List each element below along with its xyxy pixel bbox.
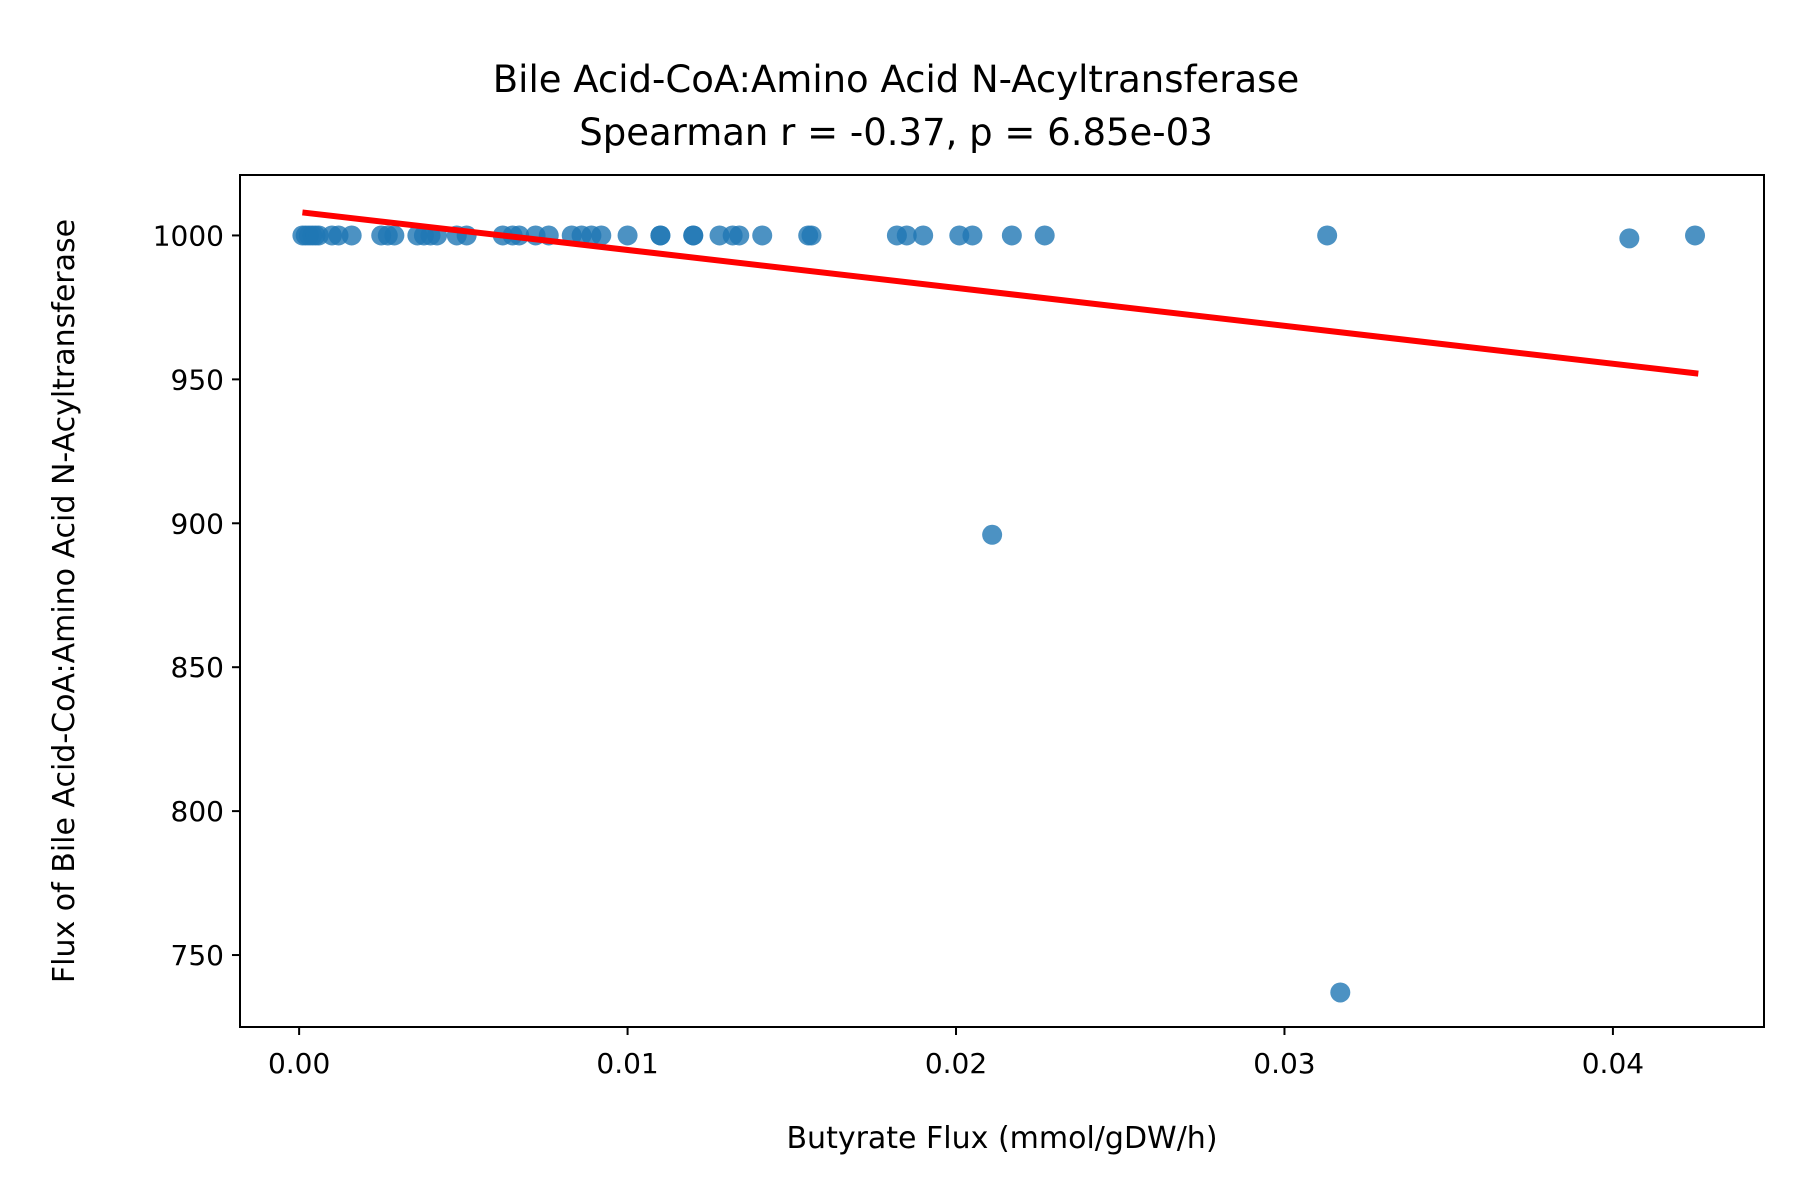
y-tick-label: 850 [171, 651, 224, 684]
data-point [982, 524, 1003, 545]
data-point [591, 225, 612, 246]
data-point [1619, 228, 1640, 249]
x-tick-label: 0.04 [1582, 1047, 1644, 1080]
data-point [617, 225, 638, 246]
data-point [1034, 225, 1055, 246]
y-tick-label: 750 [171, 939, 224, 972]
y-tick-label: 900 [171, 507, 224, 540]
data-point [913, 225, 934, 246]
chart-title: Bile Acid-CoA:Amino Acid N-Acyltransfera… [493, 58, 1299, 101]
regression-line [302, 209, 1699, 377]
y-tick-label: 1000 [153, 219, 224, 252]
data-point [801, 225, 822, 246]
data-point [1317, 225, 1338, 246]
x-tick-label: 0.00 [268, 1047, 330, 1080]
y-axis-ticks: 750 800 850 900 950 1000 [153, 219, 240, 972]
y-tick-label: 800 [171, 795, 224, 828]
x-tick-label: 0.01 [596, 1047, 658, 1080]
chart-subtitle: Spearman r = -0.37, p = 6.85e-03 [579, 111, 1212, 154]
data-point [1685, 225, 1706, 246]
x-axis-label: Butyrate Flux (mmol/gDW/h) [786, 1121, 1217, 1156]
x-axis-ticks: 0.00 0.01 0.02 0.03 0.04 [268, 1027, 1644, 1080]
data-point [752, 225, 773, 246]
data-point [1001, 225, 1022, 246]
x-tick-label: 0.02 [925, 1047, 987, 1080]
plot-frame [239, 174, 1765, 1028]
y-tick-label: 950 [171, 363, 224, 396]
data-point [683, 225, 704, 246]
data-point [1330, 982, 1351, 1003]
data-point [896, 225, 917, 246]
data-point [384, 225, 405, 246]
data-point [341, 225, 362, 246]
y-axis-label: Flux of Bile Acid-CoA:Amino Acid N-Acylt… [47, 219, 82, 983]
x-tick-label: 0.03 [1253, 1047, 1315, 1080]
data-point [962, 225, 983, 246]
data-point [650, 225, 671, 246]
data-point [729, 225, 750, 246]
